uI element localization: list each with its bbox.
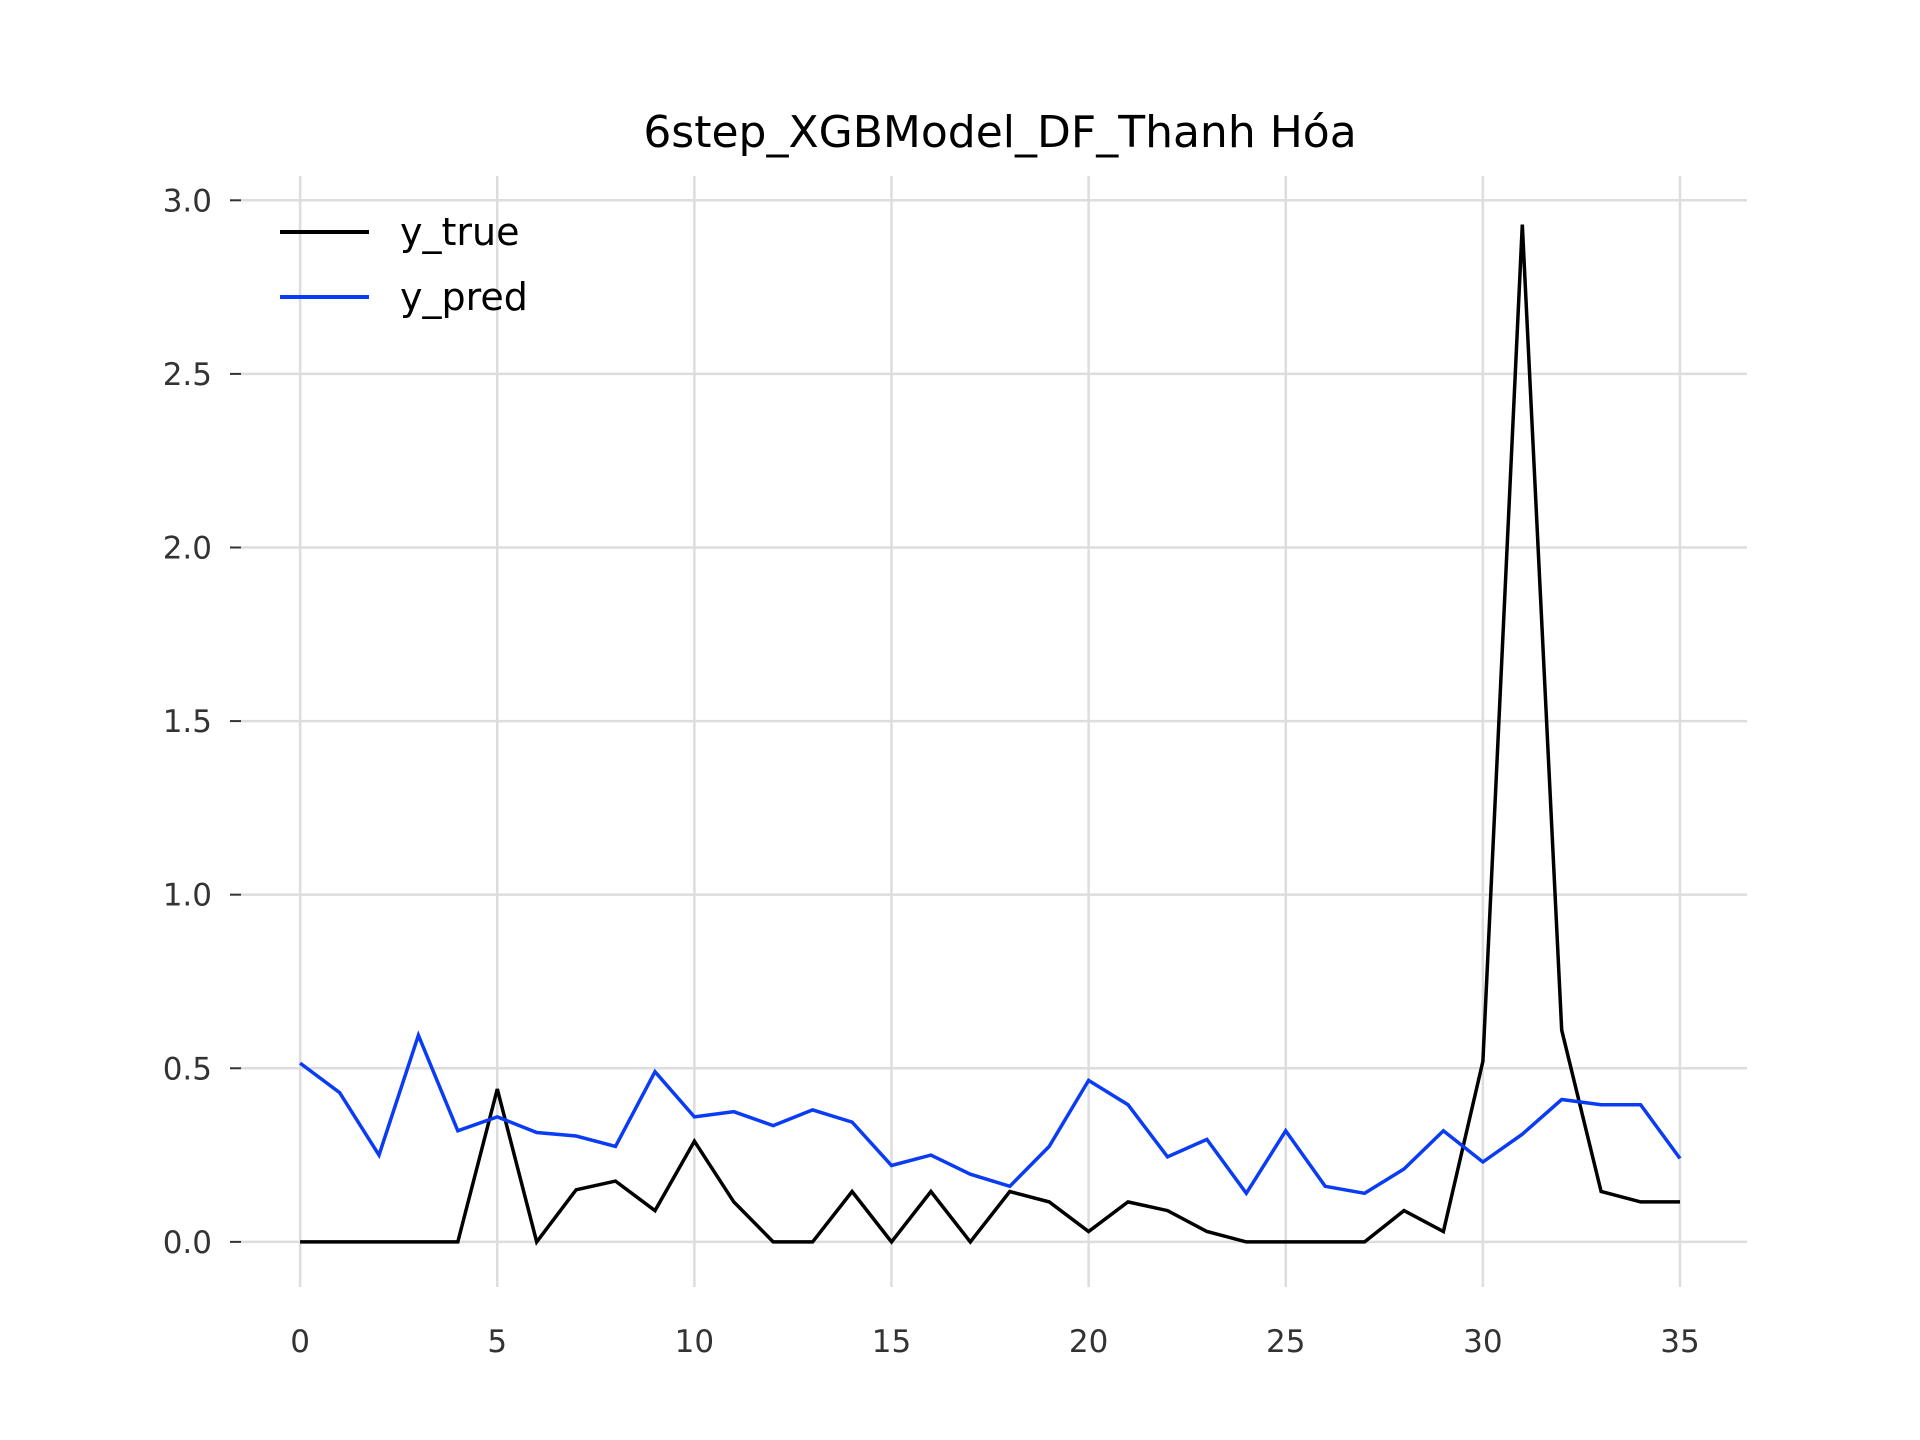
grid <box>241 176 1747 1287</box>
series-lines <box>299 224 1682 1246</box>
y-tick-label: 1.5 <box>163 704 212 740</box>
y-tick-label: 3.0 <box>163 183 212 219</box>
x-tick-label: 0 <box>290 1324 310 1360</box>
y-tick-label: 2.0 <box>163 530 212 566</box>
series-line-y-true <box>300 224 1680 1246</box>
legend-label-y-pred: y_pred <box>400 275 528 319</box>
x-tick-label: 35 <box>1660 1324 1699 1360</box>
x-tick-label: 20 <box>1069 1324 1108 1360</box>
x-tick-label: 10 <box>675 1324 714 1360</box>
x-tick-label: 15 <box>872 1324 911 1360</box>
y-tick-label: 0.5 <box>163 1051 212 1087</box>
chart-title: 6step_XGBModel_DF_Thanh Hóa <box>643 107 1356 158</box>
y-tick-label: 0.0 <box>163 1225 212 1261</box>
y-tick-label: 2.5 <box>163 357 212 393</box>
axis-ticks: 0 5 10 15 20 25 30 35 0.0 0.5 1.0 1.5 2.0 2.5 3.0 <box>163 183 1700 1360</box>
series-line-y-pred <box>299 1030 1682 1197</box>
x-tick-label: 30 <box>1463 1324 1502 1360</box>
x-tick-label: 5 <box>487 1324 507 1360</box>
y-tick-label: 1.0 <box>163 878 212 914</box>
x-tick-label: 25 <box>1266 1324 1305 1360</box>
legend: y_true y_pred <box>280 210 528 319</box>
legend-label-y-true: y_true <box>400 210 519 254</box>
